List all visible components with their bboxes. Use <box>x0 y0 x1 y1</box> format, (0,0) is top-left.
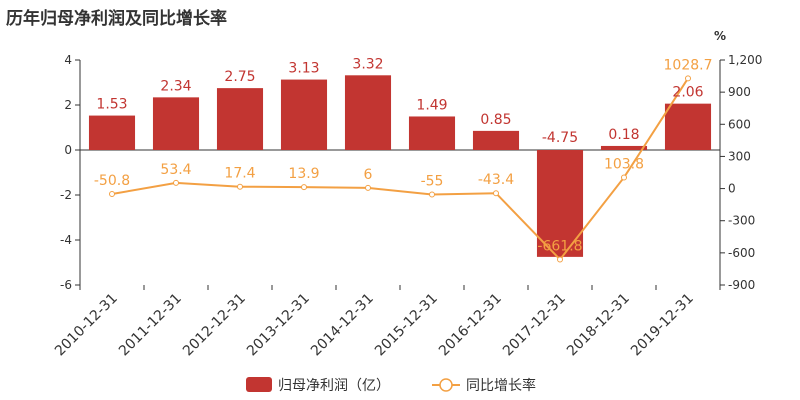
bar <box>216 88 264 150</box>
x-tick-label: 2016-12-31 <box>436 291 505 360</box>
line-point <box>237 183 243 190</box>
bar <box>600 145 648 150</box>
legend-bar-label: 归母净利润（亿） <box>278 377 390 394</box>
line-point <box>173 179 179 186</box>
y-left-tick-label: 4 <box>64 53 72 67</box>
x-tick-label: 2019-12-31 <box>628 291 697 360</box>
y-right-unit: % <box>714 29 726 43</box>
y-left-tick-label: -2 <box>60 188 72 202</box>
y-left-tick-label: -4 <box>60 233 72 247</box>
y-right-tick-label: 600 <box>728 117 751 131</box>
y-left-tick-label: 2 <box>64 98 72 112</box>
line-series <box>109 75 691 263</box>
bar-value-label: 0.18 <box>608 127 639 143</box>
y-right-tick-label: -600 <box>728 246 755 260</box>
legend-line-label: 同比增长率 <box>466 377 536 394</box>
line-point <box>493 190 499 197</box>
y-right-tick-label: -300 <box>728 214 755 228</box>
growth-line <box>111 77 689 262</box>
line-value-label: 103.8 <box>604 156 644 172</box>
bar <box>664 103 712 150</box>
bar-value-label: 3.13 <box>288 61 319 77</box>
x-tick-label: 2010-12-31 <box>52 291 121 360</box>
line-value-label: 13.9 <box>288 166 319 182</box>
data-labels: 1.53 2.34 2.75 3.13 3.32 1.49 0.85 -4.75 0.18 2.0… <box>94 56 713 254</box>
line-value-label: -661.8 <box>537 238 582 254</box>
axes: 4 2 0 -2 -4 -6 1,200 900 600 300 0 -300 -600 -900% 201… <box>52 29 762 359</box>
x-tick-label: 2011-12-31 <box>116 291 185 360</box>
x-tick-label: 2013-12-31 <box>244 291 313 360</box>
x-tick-label: 2018-12-31 <box>564 291 633 360</box>
bar-value-label: 1.49 <box>416 97 447 113</box>
bar <box>152 97 200 150</box>
bar-value-label: -4.75 <box>542 130 578 146</box>
bar-value-label: 2.75 <box>224 69 255 85</box>
bar <box>344 75 392 150</box>
bar <box>472 130 520 150</box>
line-point <box>685 75 691 82</box>
bar-value-label: 0.85 <box>480 112 511 128</box>
legend-bar-swatch <box>246 377 272 392</box>
y-right-tick-label: 300 <box>728 149 751 163</box>
line-value-label: 17.4 <box>224 166 255 182</box>
bar-value-label: 3.32 <box>352 56 383 72</box>
y-left-tick-label: 0 <box>64 143 72 157</box>
x-tick-label: 2014-12-31 <box>308 291 377 360</box>
legend-line-marker <box>439 378 453 392</box>
bar-value-label: 2.06 <box>672 85 703 101</box>
y-right-tick-label: -900 <box>728 278 755 292</box>
line-value-label: 53.4 <box>160 162 191 178</box>
y-left-tick-label: -6 <box>60 278 72 292</box>
y-right-tick-label: 900 <box>728 85 751 99</box>
x-tick-label: 2012-12-31 <box>180 291 249 360</box>
chart-title: 历年归母净利润及同比增长率 <box>6 9 227 29</box>
line-value-label: -50.8 <box>94 173 130 189</box>
line-value-label: -43.4 <box>478 172 514 188</box>
line-value-label: -55 <box>421 173 444 189</box>
line-value-label: 6 <box>364 167 373 183</box>
bar-value-label: 2.34 <box>160 78 191 94</box>
x-tick-label: 2015-12-31 <box>372 291 441 360</box>
x-tick-label: 2017-12-31 <box>500 291 569 360</box>
y-right-tick-label: 0 <box>728 182 736 196</box>
line-point <box>429 191 435 198</box>
line-value-label: 1028.7 <box>664 57 713 73</box>
legend: 归母净利润（亿） 同比增长率 <box>246 377 536 394</box>
bar <box>408 116 456 150</box>
bar-value-label: 1.53 <box>96 97 127 113</box>
line-point <box>621 174 627 181</box>
line-point <box>301 184 307 191</box>
y-right-tick-label: 1,200 <box>728 53 762 67</box>
line-point <box>365 184 371 191</box>
bar <box>280 79 328 150</box>
line-point <box>109 191 115 198</box>
line-point <box>557 256 563 263</box>
bar <box>88 115 136 150</box>
